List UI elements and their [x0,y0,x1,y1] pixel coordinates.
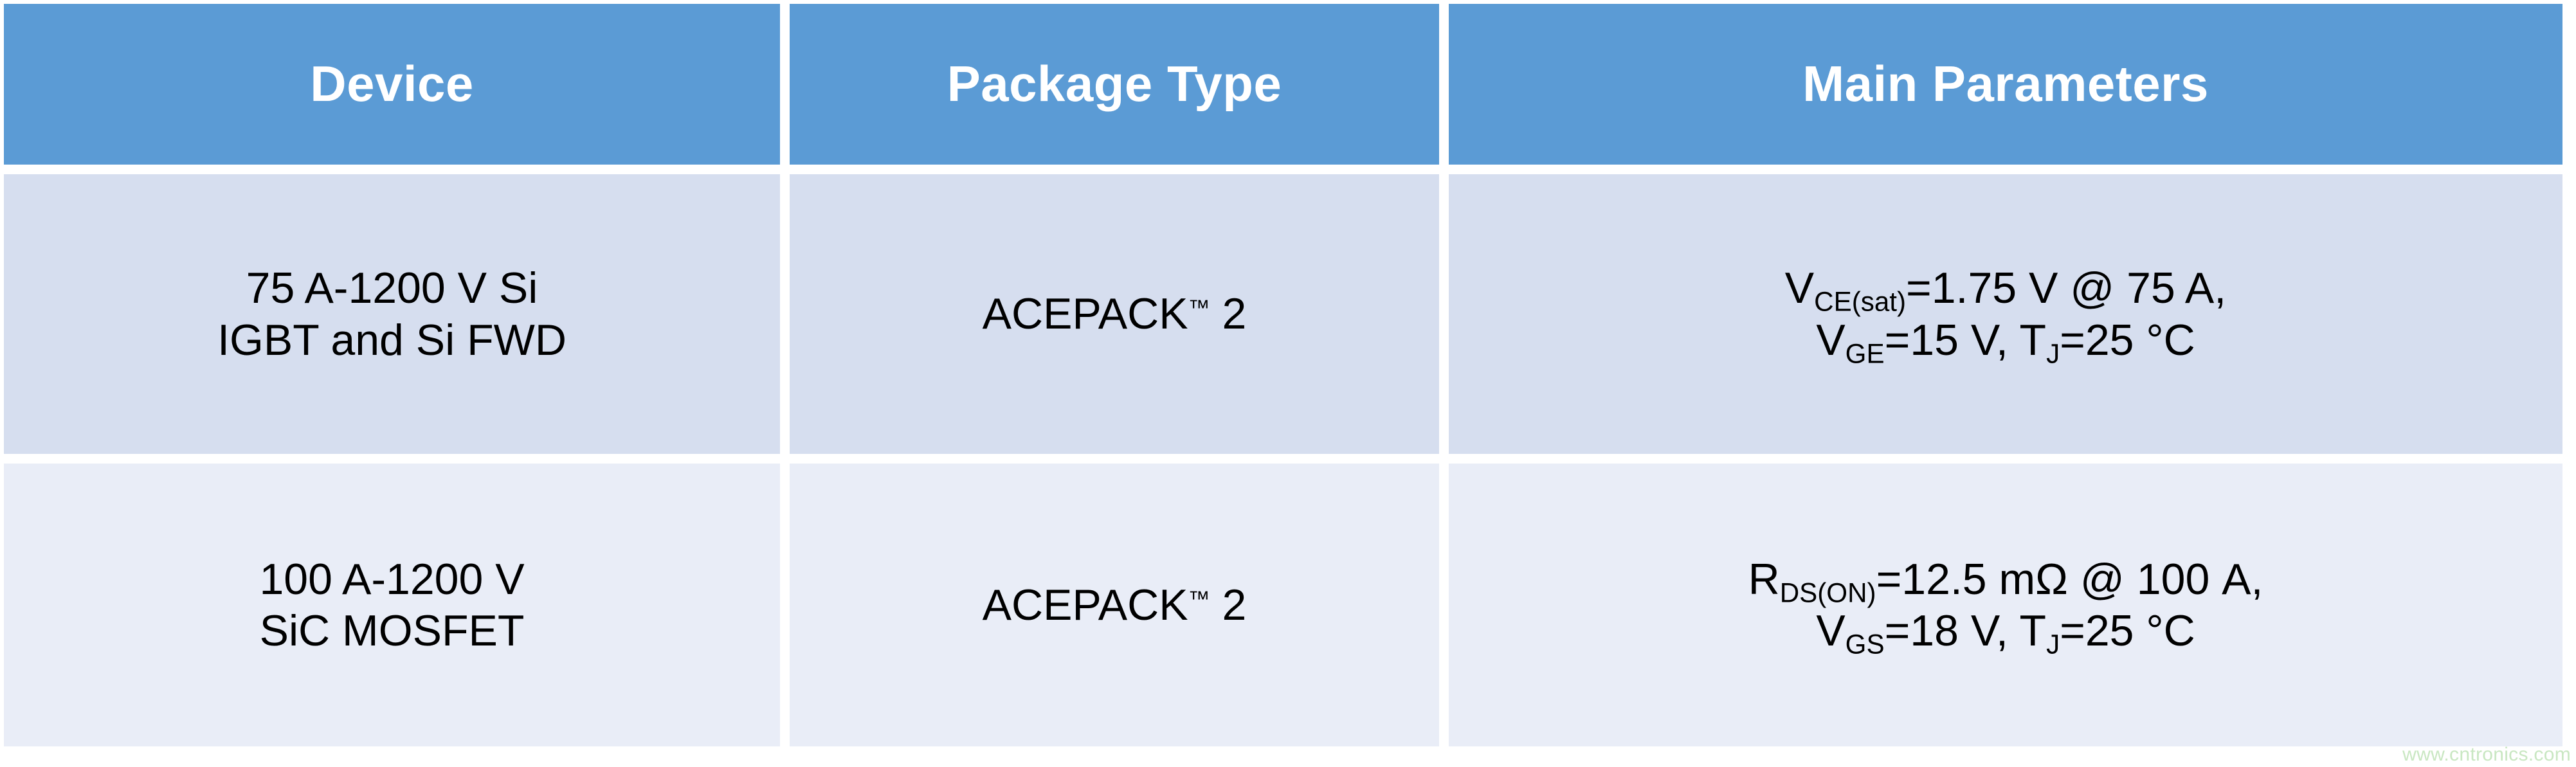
device-line-2: IGBT and Si FWD [217,315,567,365]
column-header-device: Device [4,4,790,174]
parameter-subscript-b: J [2046,338,2060,369]
parameter-value-a: =18 V, [1884,606,2020,655]
device-line-1: 100 A-1200 V [259,554,525,604]
cell-main-parameters: RDS(ON)=12.5 mΩ @ 100 A, VGS=18 V, TJ=25… [1449,464,2562,746]
parameter-subscript: DS(ON) [1779,577,1876,608]
trademark-icon: ™ [1188,296,1210,321]
package-name: ACEPACK [982,289,1188,339]
parameter-line-1: VCE(sat)=1.75 V @ 75 A, [1456,262,2555,317]
trademark-icon: ™ [1188,586,1210,611]
cell-device: 75 A-1200 V Si IGBT and Si FWD [4,174,790,464]
parameter-value: =1.75 V @ 75 A, [1906,264,2227,313]
site-watermark: www.cntronics.com [2402,744,2571,765]
parameter-line-2: VGE=15 V, TJ=25 °C [1456,314,2555,369]
parameter-value-b: =25 °C [2060,315,2195,365]
parameter-subscript: CE(sat) [1814,286,1907,317]
parameter-symbol-b: T [2019,606,2047,655]
parameter-symbol: V [1784,264,1815,313]
parameter-value-b: =25 °C [2060,606,2195,655]
parameter-value-a: =15 V, [1884,315,2020,365]
package-generation: 2 [1210,289,1247,339]
parameter-line-1: RDS(ON)=12.5 mΩ @ 100 A, [1456,554,2555,608]
parameter-symbol-b: T [2019,315,2047,365]
parameter-symbol-a: V [1816,606,1846,655]
parameter-symbol-a: V [1816,315,1846,365]
parameter-line-2: VGS=18 V, TJ=25 °C [1456,605,2555,658]
cell-main-parameters: VCE(sat)=1.75 V @ 75 A, VGE=15 V, TJ=25 … [1449,174,2562,464]
parameter-symbol: R [1748,554,1780,604]
parameter-value: =12.5 mΩ @ 100 A, [1876,554,2263,604]
column-header-main-parameters: Main Parameters [1449,4,2562,174]
column-header-package-type: Package Type [790,4,1449,174]
column-header-device-label: Device [310,55,474,113]
parameter-subscript-a: GE [1845,338,1885,369]
package-generation: 2 [1210,580,1247,629]
table-row: 100 A-1200 V SiC MOSFET ACEPACK™ 2 RDS(O… [4,464,2562,746]
device-line-2: SiC MOSFET [259,606,525,655]
device-line-1: 75 A-1200 V Si [246,264,538,313]
device-specification-table: Device Package Type Main Parameters 75 A… [4,4,2562,746]
parameter-subscript-b: J [2046,629,2060,660]
table-header-row: Device Package Type Main Parameters [4,4,2562,174]
cell-device: 100 A-1200 V SiC MOSFET [4,464,790,746]
cell-package-type: ACEPACK™ 2 [790,174,1449,464]
cell-package-type: ACEPACK™ 2 [790,464,1449,746]
parameter-subscript-a: GS [1845,629,1885,660]
table-row: 75 A-1200 V Si IGBT and Si FWD ACEPACK™ … [4,174,2562,464]
column-header-package-type-label: Package Type [947,55,1282,113]
package-name: ACEPACK [982,580,1188,629]
column-header-main-parameters-label: Main Parameters [1802,55,2209,113]
